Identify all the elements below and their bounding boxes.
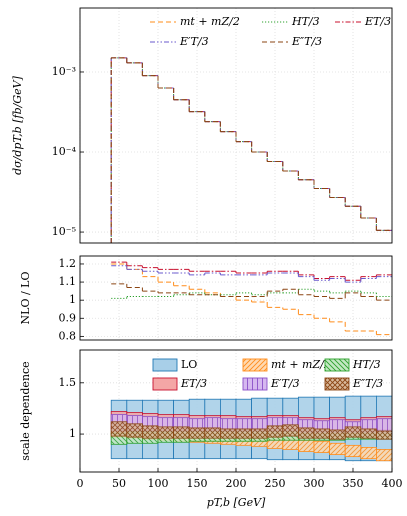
- y-tick-label: 10⁻³: [52, 65, 76, 78]
- y-tick-label: 1: [69, 293, 76, 306]
- y-tick-label: 1.2: [59, 257, 77, 270]
- legend-swatch: [152, 377, 178, 391]
- band: [219, 428, 237, 439]
- y-tick-label: 1.1: [59, 275, 77, 288]
- band: [141, 425, 159, 439]
- x-tick-label: 100: [148, 477, 169, 490]
- band: [110, 421, 128, 437]
- legend-swatch: [324, 358, 350, 372]
- legend-label: ET/3: [180, 377, 207, 390]
- y-axis-label: dσ/dpT,b [fb/GeV]: [11, 75, 24, 174]
- band: [126, 423, 143, 438]
- band: [329, 442, 346, 455]
- band: [344, 444, 362, 458]
- x-tick-label: 300: [304, 477, 325, 490]
- x-axis-label: pT,b [GeV]: [207, 496, 266, 509]
- x-tick-label: 250: [265, 477, 286, 490]
- legend-label: E′T/3: [179, 35, 209, 48]
- legend-label: E′T/3: [270, 377, 300, 390]
- legend-swatch: [242, 358, 268, 372]
- band: [375, 430, 392, 440]
- legend-label: HT/3: [352, 358, 381, 371]
- band: [235, 428, 253, 439]
- band: [266, 425, 284, 438]
- legend-swatch: [242, 377, 268, 391]
- band: [297, 439, 315, 452]
- x-tick-label: 150: [187, 477, 208, 490]
- x-tick-label: 400: [382, 477, 403, 490]
- plot-area: [111, 261, 392, 336]
- y-tick-label: 0.8: [59, 329, 77, 342]
- band: [375, 418, 392, 433]
- y-tick-label: 10⁻⁴: [52, 145, 77, 158]
- legend-label: HT/3: [291, 15, 320, 28]
- legend-label: mt + mZ/2: [180, 15, 240, 28]
- band: [360, 446, 377, 460]
- legend-label: E″T/3: [352, 377, 383, 390]
- y-tick-label: 1: [69, 427, 76, 440]
- frame: [79, 7, 393, 244]
- plot-area: [110, 57, 392, 243]
- legend-label: LO: [181, 358, 197, 371]
- x-tick-label: 200: [226, 477, 247, 490]
- x-tick-label: 0: [77, 477, 84, 490]
- band: [297, 427, 315, 439]
- plot-area: [110, 395, 392, 462]
- frame: [79, 255, 393, 341]
- x-tick-label: 50: [112, 477, 126, 490]
- y-axis-label: NLO / LO: [19, 272, 32, 325]
- legend-label: ET/3: [364, 15, 391, 28]
- y-tick-label: 1.5: [59, 376, 77, 389]
- y-axis-label: scale dependence: [19, 361, 32, 460]
- band: [282, 424, 299, 437]
- y-tick-label: 0.9: [59, 311, 77, 324]
- x-tick-label: 350: [343, 477, 364, 490]
- band: [173, 426, 190, 439]
- band: [313, 440, 331, 453]
- legend-label: E″T/3: [291, 35, 322, 48]
- band: [360, 428, 377, 439]
- legend-swatch: [152, 358, 178, 372]
- band: [344, 426, 362, 438]
- band: [329, 429, 346, 440]
- legend-swatch: [324, 377, 350, 391]
- band: [188, 427, 206, 439]
- band: [204, 427, 221, 439]
- band: [157, 426, 174, 439]
- band: [251, 428, 268, 439]
- band: [313, 428, 331, 439]
- legend-label: mt + mZ/2: [271, 358, 331, 371]
- y-tick-label: 10⁻⁵: [52, 225, 76, 238]
- band: [375, 449, 392, 462]
